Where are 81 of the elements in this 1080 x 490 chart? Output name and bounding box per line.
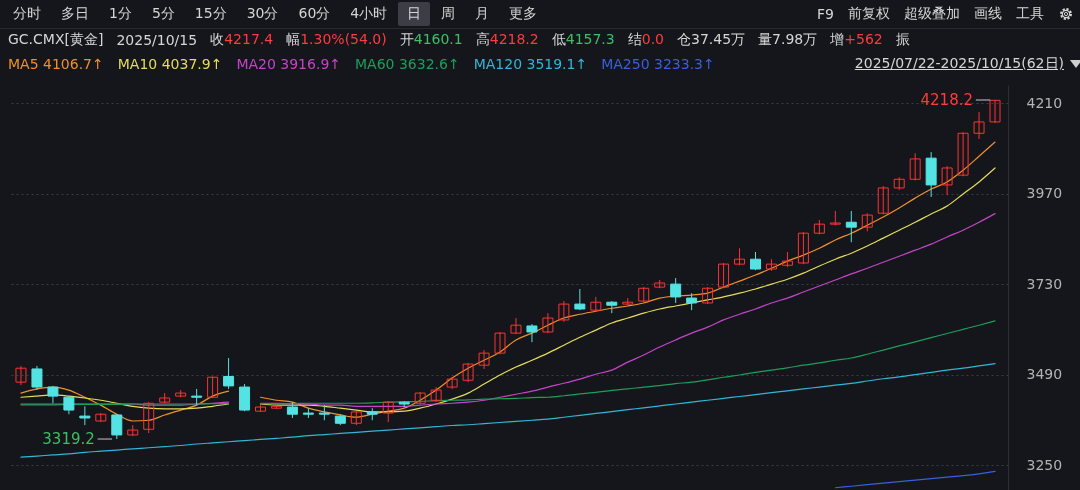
text: 2025/07/22-2025/10/15(62日) (854, 55, 1064, 73)
candlestick (15, 365, 27, 386)
candlestick (526, 323, 538, 343)
text: 3519.1↑ (526, 56, 588, 72)
candlestick (239, 383, 251, 412)
text: 分时 (12, 4, 42, 23)
text: F9 (817, 6, 834, 22)
text: 日 (398, 2, 431, 26)
candlestick (462, 362, 474, 383)
text: 振 (895, 31, 910, 47)
candlestick (845, 210, 857, 243)
candlestick (478, 349, 490, 370)
y-tick-label: 3730 (1026, 275, 1063, 292)
text: 画线 (974, 5, 1002, 23)
text: 量7.98万 (758, 31, 818, 47)
candlestick (558, 300, 570, 323)
text: 前复权 (848, 5, 890, 23)
candlestick (989, 99, 1001, 124)
text: 4037.9↑ (161, 56, 223, 72)
text: 开4160.1 (399, 31, 463, 47)
candlestick (718, 262, 730, 289)
text: 高4218.2 (475, 31, 539, 47)
text: 收4217.4 (210, 31, 274, 47)
text: 月 (474, 4, 491, 23)
candlestick (797, 231, 809, 265)
text: MA120 (473, 56, 524, 72)
text: 更多 (508, 4, 539, 23)
candlestick (446, 376, 458, 390)
candlestick (143, 401, 155, 434)
text: MA20 (236, 56, 277, 72)
candlestick (207, 375, 219, 399)
candlestick (31, 365, 43, 391)
line-series (20, 363, 996, 458)
candlestick (79, 405, 91, 426)
candlestick (494, 331, 506, 355)
candlestick (957, 131, 969, 177)
line-series (834, 470, 996, 489)
text: 周 (440, 4, 457, 23)
text: 3233.3↑ (654, 56, 715, 72)
text: 工具 (1016, 5, 1044, 23)
candlestick (111, 413, 123, 440)
text: 超级叠加 (904, 5, 960, 23)
text: MA10 (117, 56, 159, 72)
text: MA60 (355, 56, 396, 72)
chart-title: GC.CMX[黄金] (8, 31, 104, 49)
text: 3916.9↑ (280, 56, 342, 72)
text: 幅1.30%(54.0) (286, 31, 387, 47)
text: 结0.0 (627, 31, 664, 47)
text: 30分 (245, 4, 280, 23)
text: 1分 (108, 4, 133, 23)
candlestick (877, 185, 889, 215)
y-tick-label: 4210 (1026, 94, 1063, 111)
candlestick (670, 277, 682, 304)
text: 60分 (297, 4, 332, 23)
y-tick-label: 3970 (1026, 185, 1063, 202)
annotation: 3319.2 (42, 430, 95, 449)
candlestick (63, 395, 75, 415)
candlestick (973, 111, 985, 140)
y-tick-label: 3490 (1026, 366, 1063, 383)
text: MA250 (601, 56, 651, 72)
text: 多日 (60, 4, 90, 23)
text: MA5 (8, 56, 40, 72)
text: 4106.7↑ (43, 56, 104, 72)
candlestick (941, 165, 953, 196)
text: 2025/10/15 (116, 32, 198, 48)
candlestick (909, 152, 921, 181)
candlestick (861, 212, 873, 232)
candlestick (382, 400, 394, 423)
text: 3632.6↑ (398, 56, 460, 72)
text: 15分 (193, 4, 228, 23)
candlestick (542, 312, 554, 334)
y-tick-label: 3250 (1026, 456, 1063, 473)
text: 增+562 (830, 31, 883, 47)
candlestick (510, 317, 522, 335)
candlestick (223, 357, 235, 390)
text: 低4157.3 (551, 31, 615, 47)
candlestick (430, 386, 442, 403)
text: 5分 (150, 4, 176, 23)
text: 4小时 (349, 4, 389, 23)
text: 仓37.45万 (677, 31, 746, 47)
annotation: 4218.2 (920, 91, 974, 110)
